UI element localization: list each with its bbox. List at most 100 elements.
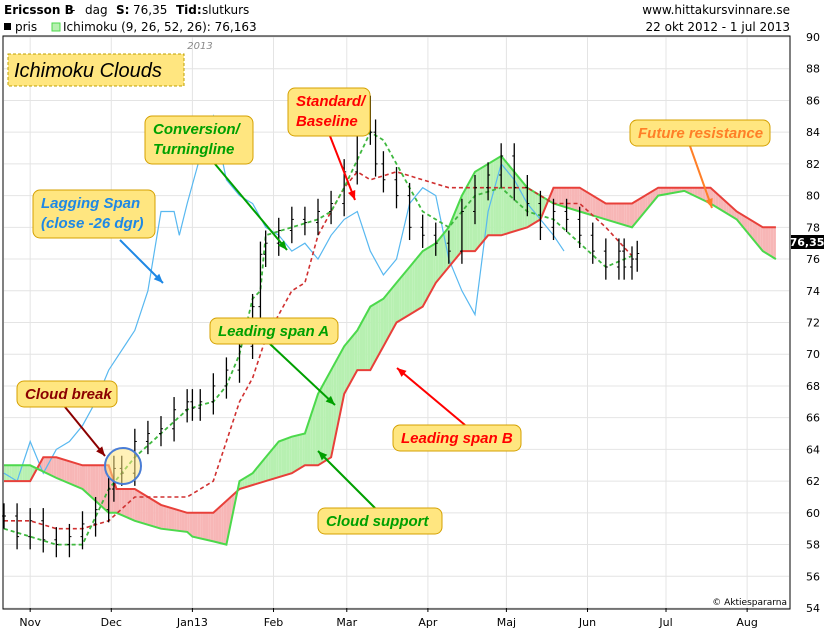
bullish-cloud-slice [263,457,266,482]
bullish-cloud-slice [17,465,20,482]
bearish-cloud-slice [168,507,172,530]
bearish-cloud-slice [163,505,167,530]
bearish-cloud-slice [126,489,130,519]
bearish-cloud-slice [82,465,86,492]
bullish-cloud-slice [11,465,15,482]
x-tick-label: Dec [101,616,122,629]
bullish-cloud-slice [359,320,363,371]
callout-cloudbreak-text: Cloud break [25,386,112,403]
bullish-cloud-slice [456,201,460,258]
callout-lagging-arrow [119,239,164,284]
x-tick-label: Feb [264,616,283,629]
bearish-cloud-slice [77,463,80,488]
bullish-cloud-slice [459,195,462,255]
bearish-cloud-slice [700,187,703,200]
callout-standard-arrowhead [348,190,356,200]
callout-lagging-box [32,189,156,239]
bearish-cloud-slice [713,190,716,207]
bullish-cloud-slice [362,316,366,371]
bearish-cloud-slice [218,505,222,544]
y-tick-label: 88 [806,63,820,76]
y-tick-label: 62 [806,475,820,488]
bullish-cloud-slice [323,379,326,463]
bullish-cloud-slice [357,325,360,371]
bearish-cloud-slice [605,203,609,221]
callout-conversion-arrow [214,163,288,251]
bearish-cloud-slice [187,512,190,535]
bearish-cloud-slice [174,508,177,531]
callout-conversion-box [144,115,254,165]
bearish-cloud-slice [195,512,198,538]
callout-standard-box [287,87,371,137]
bearish-cloud-slice [616,203,619,224]
bearish-cloud-slice [158,503,161,529]
bearish-cloud-slice [72,462,75,486]
bearish-cloud-slice [200,512,203,540]
x-tick-label: Jan13 [176,616,208,629]
bullish-cloud-slice [6,465,10,482]
bearish-cloud-slice [558,187,562,206]
callout-cloudbreak-box [16,380,118,408]
bearish-cloud-slice [754,222,758,245]
legend: pris Ichimoku (9, 26, 52, 26): 76,163 22… [4,20,790,34]
callout-spanB-box [392,424,522,452]
bearish-cloud-slice [561,187,564,207]
bearish-cloud-slice [69,461,73,485]
bearish-cloud-slice [597,198,601,218]
bearish-cloud-slice [210,512,214,542]
bullish-cloud-slice [354,330,358,375]
callout-future-box [629,119,771,147]
bullish-cloud-slice [336,355,339,432]
bearish-cloud-slice [153,500,156,528]
bullish-cloud-slice [396,279,400,323]
bearish-cloud-slice [129,489,133,520]
bullish-cloud-slice [438,236,441,280]
pris-legend-label: pris [15,20,37,34]
bullish-cloud-slice [302,433,305,467]
bearish-cloud-slice [171,508,175,531]
bullish-cloud-slice [333,360,337,445]
tid-label: Tid: [176,3,202,17]
bullish-cloud-slice [378,300,381,356]
bullish-cloud-slice [270,447,274,480]
bullish-cloud-slice [495,157,499,236]
y-tick-label: 60 [806,507,820,520]
bearish-cloud-slice [205,512,209,541]
bullish-cloud-slice [524,184,528,229]
bearish-cloud-slice [74,462,78,487]
y-tick-label: 58 [806,539,820,552]
callout-future: Future resistance [629,119,771,209]
y-tick-label: 64 [806,443,820,456]
bearish-cloud-slice [577,187,580,212]
bullish-cloud-slice [367,306,371,371]
bullish-cloud-slice [294,435,298,472]
bearish-cloud-slice [603,201,606,220]
bullish-cloud-slice [315,393,318,466]
y-tick-label: 76 [806,253,820,266]
bearish-cloud-slice [582,189,585,214]
bullish-cloud-slice [519,178,523,230]
bearish-cloud-slice [621,203,625,225]
bearish-cloud-slice [66,460,70,484]
bullish-cloud-slice [291,436,295,474]
bullish-cloud-slice [464,186,468,252]
bearish-cloud-slice [613,203,617,223]
callout-spanB-arrow [396,367,466,426]
bullish-cloud-slice [249,473,253,486]
pris-legend-swatch [4,23,11,30]
bearish-cloud-slice [608,203,612,221]
bearish-cloud-slice [765,227,769,255]
bullish-cloud-slice [414,257,418,312]
bearish-cloud-slice [726,201,729,215]
bullish-cloud-slice [372,303,376,366]
bearish-cloud-slice [634,200,638,225]
bullish-cloud-slice [244,476,248,488]
bullish-cloud-slice [469,176,473,252]
bearish-cloud-slice [184,512,188,532]
callout-future-text: Future resistance [638,125,763,142]
bearish-cloud-slice [176,509,180,531]
bearish-cloud-slice [702,187,706,202]
bullish-cloud-slice [422,249,426,307]
callout-standard-text: Baseline [296,113,358,130]
bearish-cloud-slice [119,489,122,516]
